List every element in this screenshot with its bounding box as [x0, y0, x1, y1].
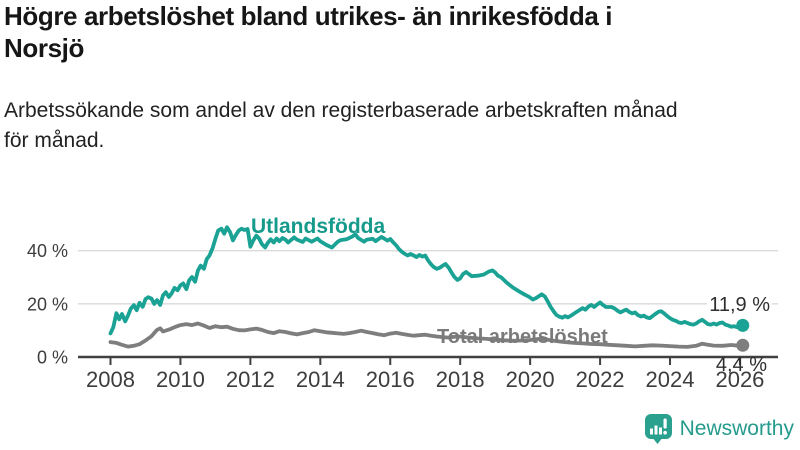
- x-tick-label: 2012: [226, 367, 275, 392]
- y-tick-label: 40 %: [27, 241, 68, 261]
- newsworthy-logo-icon: [644, 414, 672, 444]
- series-label-total-arbetsloshet: Total arbetslöshet: [437, 326, 608, 348]
- series-line-1: [108, 321, 745, 349]
- y-tick-label: 20 %: [27, 294, 68, 314]
- series-line-0: [108, 225, 745, 336]
- x-tick-label: 2026: [715, 367, 764, 392]
- x-tick-label: 2016: [366, 367, 415, 392]
- newsworthy-branding: Newsworthy: [644, 414, 794, 444]
- y-tick-label: 0 %: [37, 348, 68, 368]
- end-value-label-utlandsfodda: 11,9 %: [707, 294, 772, 317]
- x-tick-label: 2024: [646, 367, 695, 392]
- x-tick-label: 2022: [576, 367, 625, 392]
- series-end-dot-1: [736, 338, 750, 352]
- series-label-utlandsfodda: Utlandsfödda: [251, 215, 386, 238]
- x-tick-label: 2014: [296, 367, 345, 392]
- series-end-dot-0: [736, 318, 750, 332]
- x-tick-label: 2020: [506, 367, 555, 392]
- newsworthy-logo-text: Newsworthy: [679, 417, 794, 440]
- chart-title: Högre arbetslöshet bland utrikes- än inr…: [4, 1, 613, 63]
- x-tick-label: 2018: [436, 367, 485, 392]
- x-tick-label: 2008: [86, 367, 135, 392]
- end-value-label-total: 4,4 %: [715, 354, 767, 376]
- chart-subtitle: Arbetssökande som andel av den registerb…: [4, 99, 678, 153]
- x-tick-label: 2010: [156, 367, 205, 392]
